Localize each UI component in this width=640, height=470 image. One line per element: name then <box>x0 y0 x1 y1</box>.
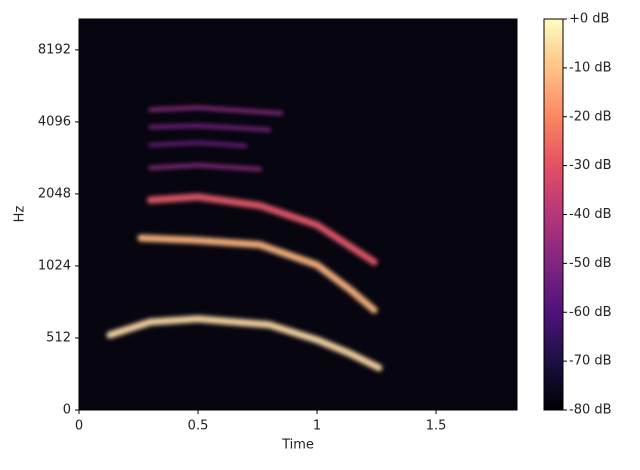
x-tick-label: 1.5 <box>426 419 447 434</box>
harmonics <box>106 105 383 372</box>
x-tick-label: 1 <box>313 419 321 434</box>
harmonic-band <box>148 140 248 148</box>
harmonic-band <box>148 105 284 116</box>
colorbar-tick-label: -10 dB <box>569 60 612 75</box>
colorbar-tick-label: -40 dB <box>569 207 612 222</box>
plot-frame <box>78 18 518 411</box>
colorbar-tick-label: -60 dB <box>569 305 612 320</box>
y-tick-label: 4096 <box>38 114 71 129</box>
colorbar-tick-label: -50 dB <box>569 256 612 271</box>
colorbar-tick-label: +0 dB <box>569 12 609 27</box>
x-tick-label: 0 <box>75 419 83 434</box>
harmonic-band <box>146 193 378 266</box>
y-tick-label: 512 <box>46 330 71 345</box>
y-tick-label: 8192 <box>38 42 71 57</box>
x-axis-label: Time <box>281 438 314 453</box>
harmonic-band <box>148 163 262 172</box>
y-tick-label: 2048 <box>38 186 71 201</box>
colorbar <box>543 18 564 411</box>
colorbar-tick-label: -30 dB <box>569 158 612 173</box>
harmonic-band <box>106 315 383 372</box>
plot-background <box>79 19 517 410</box>
x-tick-label: 0.5 <box>188 419 209 434</box>
colorbar-tick-label: -80 dB <box>569 403 612 418</box>
harmonic-band <box>148 123 272 132</box>
y-axis-label: Hz <box>13 206 28 223</box>
y-tick-label: 1024 <box>38 258 71 273</box>
colorbar-tick-label: -20 dB <box>569 109 612 124</box>
harmonic-band <box>137 234 378 314</box>
y-tick-label: 0 <box>63 403 71 418</box>
colorbar-tick-label: -70 dB <box>569 354 612 369</box>
